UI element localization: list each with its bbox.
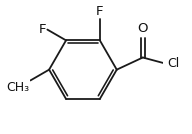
Text: F: F [39,23,47,36]
Text: F: F [96,5,104,18]
Text: O: O [137,22,148,35]
Text: CH₃: CH₃ [7,81,30,94]
Text: Cl: Cl [167,57,180,70]
